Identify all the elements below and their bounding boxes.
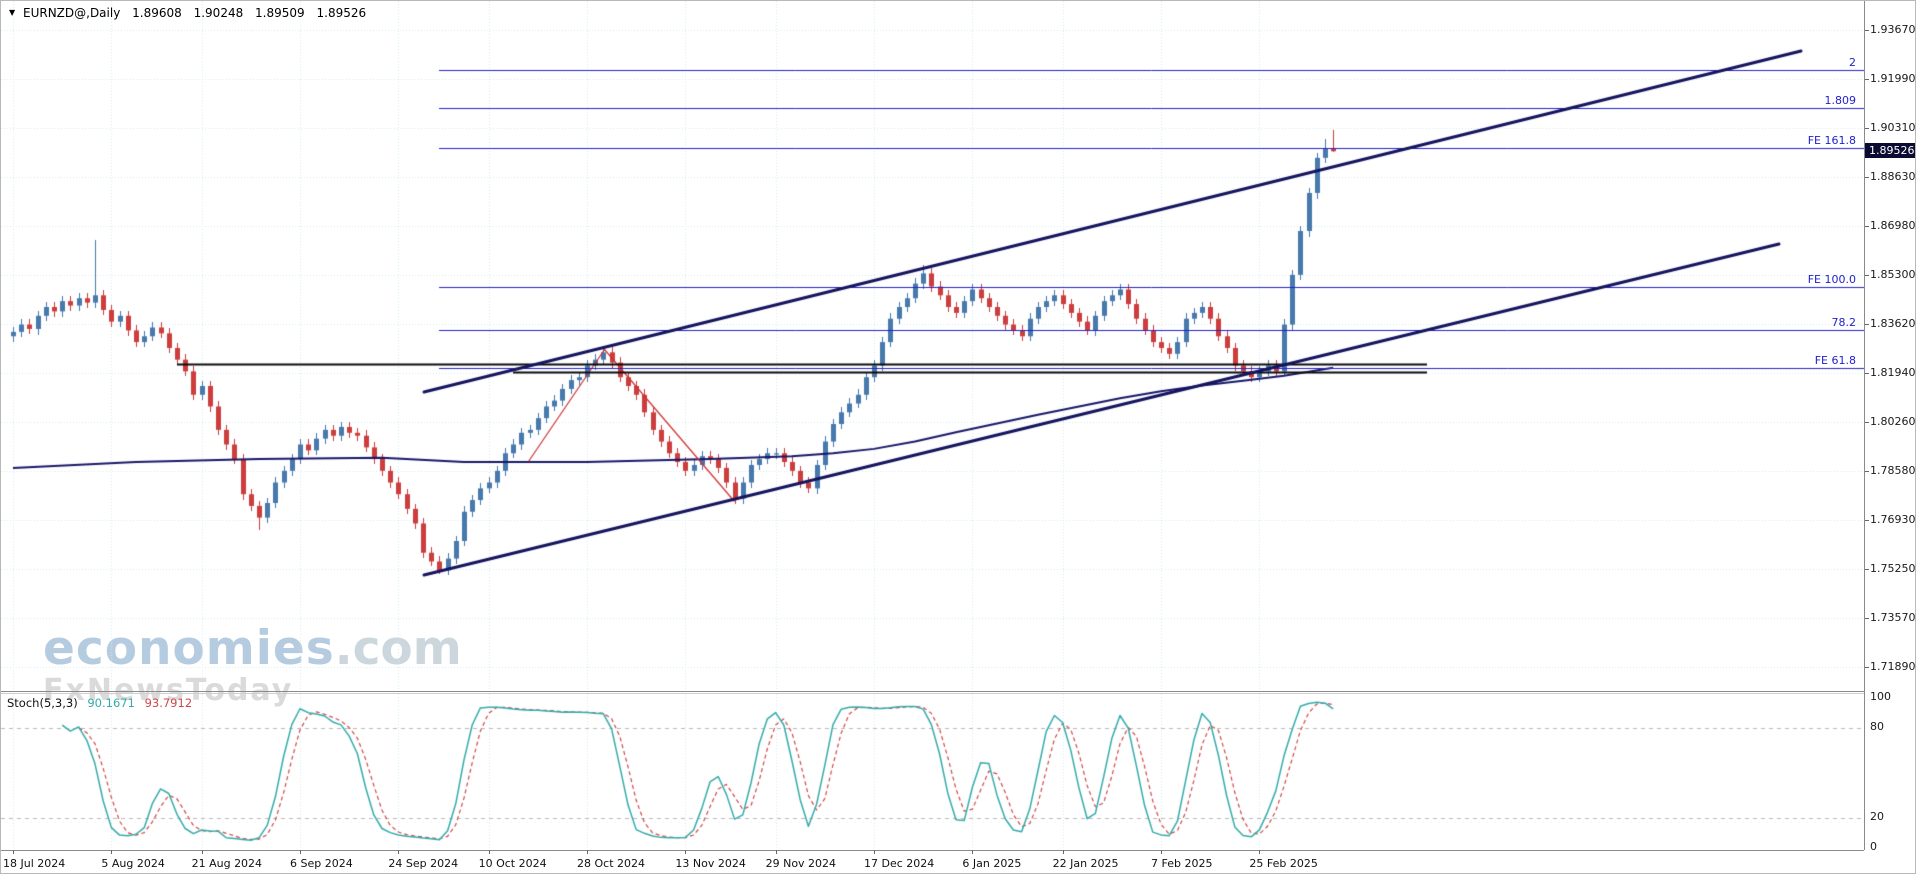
date-axis-tick xyxy=(1063,850,1064,854)
fib-level-label: 1.809 xyxy=(1824,94,1857,108)
price-axis-tick xyxy=(1865,422,1869,423)
current-price-tag: 1.89526 xyxy=(1865,143,1915,159)
price-axis-label: 1.78580 xyxy=(1870,464,1916,478)
price-axis-tick xyxy=(1865,569,1869,570)
price-axis-label: 1.71890 xyxy=(1870,660,1916,674)
price-axis-label: 1.83620 xyxy=(1870,316,1916,330)
date-axis-label: 28 Oct 2024 xyxy=(577,857,646,870)
symbol-info-bar: ▼ EURNZD@,Daily 1.89608 1.90248 1.89509 … xyxy=(9,6,366,20)
date-axis-label: 22 Jan 2025 xyxy=(1052,857,1119,870)
price-axis-tick xyxy=(1865,30,1869,31)
price-axis-tick xyxy=(1865,324,1869,325)
stoch-axis-label: 0 xyxy=(1870,840,1877,853)
date-axis-tick xyxy=(874,850,875,854)
date-axis-label: 18 Jul 2024 xyxy=(3,857,66,870)
fib-level-label: 2 xyxy=(1849,56,1856,70)
price-axis-label: 1.91990 xyxy=(1870,72,1916,86)
fib-level-label: FE 61.8 xyxy=(1814,354,1856,368)
date-axis-tick xyxy=(587,850,588,854)
date-axis-tick xyxy=(776,850,777,854)
date-axis-tick xyxy=(685,850,686,854)
date-axis-label: 24 Sep 2024 xyxy=(388,857,459,870)
indicator-k-value: 90.1671 xyxy=(87,696,135,710)
indicator-d-value: 93.7912 xyxy=(144,696,193,710)
fib-level-label: FE 100.0 xyxy=(1807,273,1856,287)
price-scale[interactable]: 1.89526 1.93670 1.91990 1.90310 1.88630 1.86… xyxy=(1864,1,1916,853)
price-chart-canvas[interactable] xyxy=(1,1,1864,691)
fib-level-label: 78.2 xyxy=(1831,315,1857,329)
price-axis-tick xyxy=(1865,618,1869,619)
price-axis-tick xyxy=(1865,128,1869,129)
chart-marker-icon[interactable]: ▼ xyxy=(9,8,16,17)
stochastic-pane[interactable]: Stoch(5,3,3) 90.1671 93.7912 xyxy=(1,693,1864,851)
price-axis-tick xyxy=(1865,471,1869,472)
stoch-axis-label: 20 xyxy=(1870,810,1884,823)
date-axis-label: 17 Dec 2024 xyxy=(864,857,935,870)
stoch-axis-label: 100 xyxy=(1870,690,1891,703)
ohlc-close-value: 1.89526 xyxy=(316,6,367,20)
price-axis-label: 1.81940 xyxy=(1870,366,1916,380)
date-axis-label: 7 Feb 2025 xyxy=(1151,857,1213,870)
indicator-name: Stoch(5,3,3) xyxy=(7,696,78,710)
price-axis-label: 1.86980 xyxy=(1870,218,1916,232)
price-axis-label: 1.93670 xyxy=(1870,23,1916,37)
date-axis-label: 6 Jan 2025 xyxy=(962,857,1022,870)
price-axis-label: 1.85300 xyxy=(1870,267,1916,281)
price-axis-label: 1.73570 xyxy=(1870,610,1916,624)
price-axis-tick xyxy=(1865,79,1869,80)
price-axis-label: 1.76930 xyxy=(1870,512,1916,526)
price-axis-tick xyxy=(1865,520,1869,521)
main-chart-pane[interactable]: 2 1.809 FE 161.8 FE 100.0 78.2 FE 61.8 xyxy=(1,1,1864,692)
date-axis-tick xyxy=(1161,850,1162,854)
date-axis-label: 25 Feb 2025 xyxy=(1249,857,1318,870)
date-axis-label: 10 Oct 2024 xyxy=(478,857,547,870)
price-axis-tick xyxy=(1865,275,1869,276)
date-axis-tick xyxy=(202,850,203,854)
date-axis-label: 21 Aug 2024 xyxy=(191,857,263,870)
date-axis-label: 6 Sep 2024 xyxy=(290,857,353,870)
price-axis-tick xyxy=(1865,226,1869,227)
price-axis-label: 1.75250 xyxy=(1870,561,1916,575)
date-axis-tick xyxy=(300,850,301,854)
fib-level-label: FE 161.8 xyxy=(1807,134,1856,148)
price-axis-label: 1.90310 xyxy=(1870,121,1916,135)
indicator-label: Stoch(5,3,3) 90.1671 93.7912 xyxy=(7,696,198,710)
date-axis-label: 13 Nov 2024 xyxy=(675,857,746,870)
ohlc-high-value: 1.90248 xyxy=(193,6,244,20)
date-axis-tick xyxy=(489,850,490,854)
symbol-timeframe-label: EURNZD@,Daily xyxy=(22,6,121,20)
price-axis-label: 1.88630 xyxy=(1870,170,1916,184)
price-axis-label: 1.80260 xyxy=(1870,415,1916,429)
stoch-axis-label: 80 xyxy=(1870,720,1884,733)
date-axis-tick xyxy=(398,850,399,854)
price-axis-tick xyxy=(1865,373,1869,374)
ohlc-open-value: 1.89608 xyxy=(132,6,182,20)
time-axis[interactable]: 18 Jul 2024 5 Aug 2024 21 Aug 2024 6 Sep 20… xyxy=(1,850,1915,873)
ohlc-low-value: 1.89509 xyxy=(255,6,305,20)
date-axis-label: 5 Aug 2024 xyxy=(101,857,165,870)
stochastic-canvas[interactable] xyxy=(1,694,1864,850)
date-axis-tick xyxy=(111,850,112,854)
date-axis-label: 29 Nov 2024 xyxy=(765,857,837,870)
date-axis-tick xyxy=(1259,850,1260,854)
price-axis-tick xyxy=(1865,667,1869,668)
date-axis-tick xyxy=(13,850,14,854)
price-axis-tick xyxy=(1865,177,1869,178)
date-axis-tick xyxy=(972,850,973,854)
